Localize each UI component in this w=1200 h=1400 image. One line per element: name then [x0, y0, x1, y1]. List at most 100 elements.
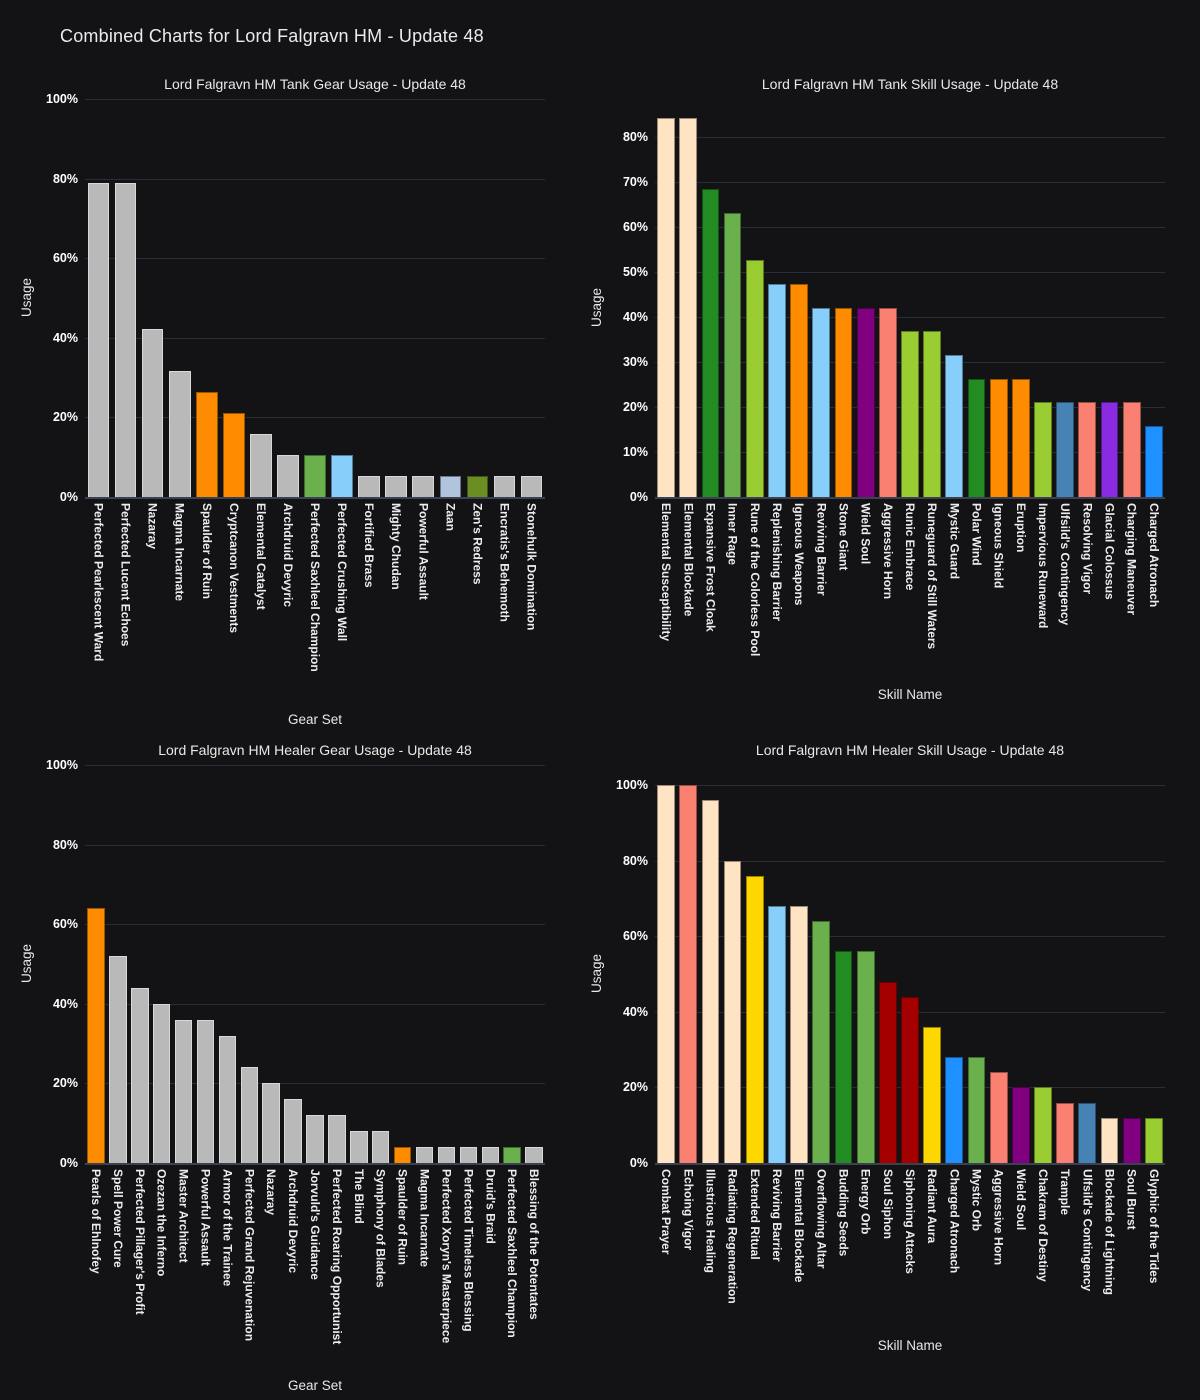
bar[interactable]	[152, 1003, 171, 1163]
x-tick-slot: Rune of the Colorless Pool	[744, 503, 766, 656]
bar[interactable]	[481, 1147, 500, 1163]
bar[interactable]	[87, 182, 110, 497]
bar[interactable]	[1145, 425, 1163, 497]
bar[interactable]	[878, 981, 897, 1163]
bar[interactable]	[350, 1131, 368, 1163]
bar[interactable]	[304, 455, 326, 497]
bar[interactable]	[923, 331, 942, 497]
bar[interactable]	[989, 378, 1008, 497]
bar[interactable]	[967, 378, 986, 497]
bar[interactable]	[701, 800, 720, 1163]
bar[interactable]	[745, 875, 764, 1163]
bar[interactable]	[967, 1057, 986, 1163]
bar[interactable]	[466, 475, 489, 497]
bar[interactable]	[723, 212, 742, 497]
x-tick-label: Perfected Saxhleel Champion	[308, 503, 323, 672]
bar[interactable]	[277, 455, 299, 497]
bar[interactable]	[1078, 1102, 1097, 1163]
bar-slot	[195, 765, 217, 1163]
bar[interactable]	[415, 1147, 434, 1163]
x-tick-slot: Spaulder of Ruin	[392, 1169, 414, 1344]
bar[interactable]	[358, 475, 380, 497]
bar[interactable]	[812, 307, 831, 497]
bar[interactable]	[945, 354, 964, 497]
bar[interactable]	[437, 1147, 456, 1163]
bar[interactable]	[1056, 402, 1075, 497]
bar[interactable]	[834, 307, 853, 497]
x-tick-slot: Perfected Xoryn's Masterpiece	[436, 1169, 458, 1344]
bar[interactable]	[878, 307, 897, 497]
bar[interactable]	[1034, 1087, 1052, 1163]
bar[interactable]	[768, 283, 786, 497]
bar[interactable]	[657, 785, 675, 1163]
bar[interactable]	[284, 1099, 302, 1163]
bar[interactable]	[1122, 1117, 1141, 1163]
bar[interactable]	[1100, 402, 1119, 497]
bar[interactable]	[196, 1019, 215, 1163]
x-tick-slot: Extended Ritual	[744, 1169, 766, 1304]
bar[interactable]	[1078, 402, 1097, 497]
bar[interactable]	[989, 1072, 1008, 1163]
bar[interactable]	[701, 189, 720, 497]
bar[interactable]	[240, 1067, 259, 1163]
bar[interactable]	[525, 1147, 543, 1163]
bar[interactable]	[723, 860, 742, 1163]
bar[interactable]	[250, 434, 272, 497]
bar[interactable]	[1011, 1087, 1030, 1163]
bar-slot	[677, 118, 699, 497]
bar-slot	[832, 785, 854, 1163]
bar[interactable]	[657, 118, 675, 497]
bar[interactable]	[790, 905, 808, 1163]
bar[interactable]	[1100, 1117, 1119, 1163]
bar[interactable]	[834, 951, 853, 1163]
bar[interactable]	[679, 118, 698, 497]
bar[interactable]	[493, 475, 516, 497]
bar[interactable]	[331, 455, 353, 497]
bar[interactable]	[812, 921, 831, 1163]
bar[interactable]	[109, 956, 127, 1163]
x-tick-label: Perfected Roaring Opportunist	[329, 1169, 344, 1345]
bar-slot	[1076, 785, 1098, 1163]
bar[interactable]	[114, 182, 137, 497]
bar[interactable]	[328, 1115, 346, 1163]
bar[interactable]	[745, 260, 764, 497]
bar[interactable]	[503, 1147, 521, 1163]
bar-slot	[788, 785, 810, 1163]
bar[interactable]	[945, 1057, 964, 1163]
bar[interactable]	[262, 1083, 280, 1163]
bar-slot	[436, 765, 458, 1163]
bar[interactable]	[393, 1147, 412, 1163]
bar[interactable]	[218, 1035, 237, 1163]
bar[interactable]	[412, 475, 435, 497]
bar[interactable]	[174, 1019, 193, 1163]
bar[interactable]	[1034, 402, 1052, 497]
bar[interactable]	[141, 329, 164, 497]
bar[interactable]	[385, 475, 408, 497]
bar[interactable]	[768, 905, 786, 1163]
bar[interactable]	[1145, 1117, 1163, 1163]
bar[interactable]	[1011, 378, 1030, 497]
bar[interactable]	[168, 371, 191, 497]
bar[interactable]	[901, 996, 919, 1163]
x-tick-label: Magma Incarnate	[417, 1169, 432, 1268]
bar[interactable]	[923, 1026, 942, 1163]
x-tick-label: Ulfsild's Contingency	[1080, 1169, 1095, 1292]
bar[interactable]	[306, 1115, 324, 1163]
bar[interactable]	[901, 331, 919, 497]
bar[interactable]	[679, 785, 698, 1163]
bar[interactable]	[459, 1147, 478, 1163]
bar[interactable]	[856, 307, 875, 497]
bar[interactable]	[520, 475, 543, 497]
bar[interactable]	[371, 1131, 390, 1163]
bar[interactable]	[439, 475, 462, 497]
bar[interactable]	[131, 987, 149, 1163]
bar[interactable]	[856, 951, 875, 1163]
gridline	[655, 936, 1165, 938]
bar[interactable]	[1122, 402, 1141, 497]
bar[interactable]	[223, 413, 245, 497]
bar[interactable]	[87, 908, 105, 1163]
x-tick-slot: Reviving Barrier	[810, 503, 832, 656]
bar[interactable]	[1056, 1102, 1075, 1163]
bar[interactable]	[195, 392, 218, 497]
bar[interactable]	[790, 283, 808, 497]
